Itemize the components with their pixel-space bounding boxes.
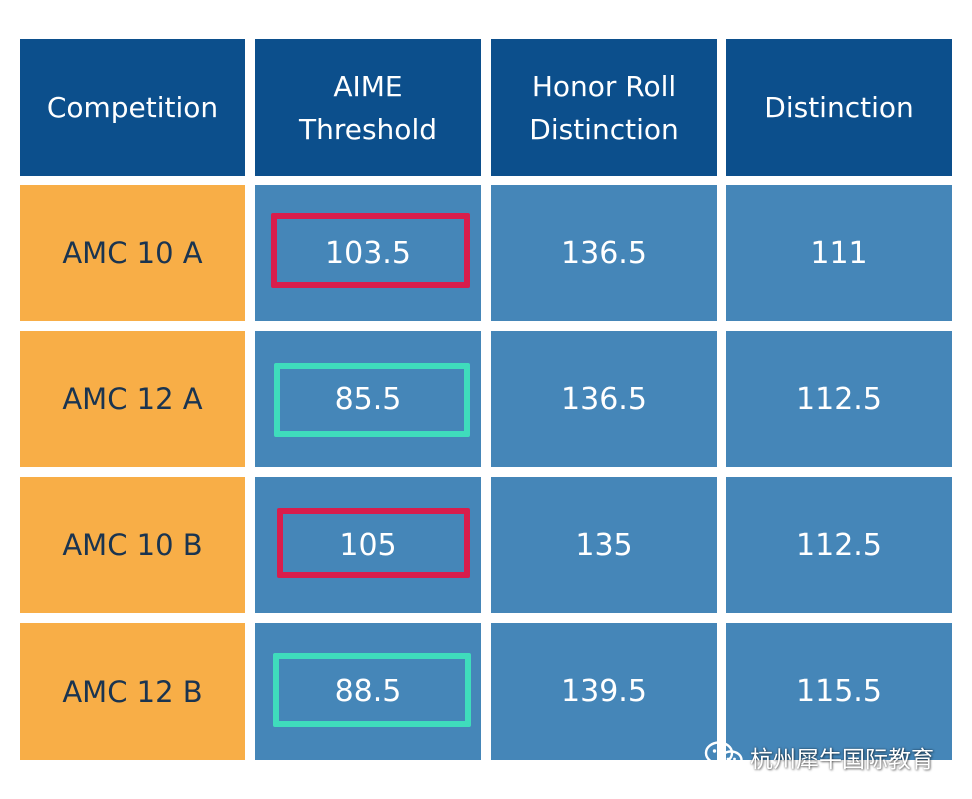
row-4-competition: AMC 12 B <box>20 623 245 760</box>
row-3-honor-roll: 135 <box>491 477 717 613</box>
header-distinction: Distinction <box>726 39 952 176</box>
watermark-text: 杭州犀牛国际教育 <box>750 747 934 773</box>
header-competition-label: Competition <box>46 91 219 124</box>
row-2-distinction: 112.5 <box>726 331 952 467</box>
row-1-competition: AMC 10 A <box>20 185 245 321</box>
header-honor-roll-label: Honor Roll Distinction <box>529 69 679 146</box>
wechat-icon <box>704 741 743 774</box>
watermark: 杭州犀牛国际教育 <box>704 737 966 777</box>
highlight-box-red <box>271 213 470 288</box>
row-3-aime: 105 <box>255 477 481 613</box>
row-1-distinction: 111 <box>726 185 952 321</box>
row-2-aime: 85.5 <box>255 331 481 467</box>
row-3-distinction: 112.5 <box>726 477 952 613</box>
header-aime-threshold-label: AIME Threshold <box>299 69 437 146</box>
row-3-competition: AMC 10 B <box>20 477 245 613</box>
row-4-aime: 88.5 <box>255 623 481 760</box>
header-honor-roll: Honor Roll Distinction <box>491 39 717 176</box>
highlight-box-red <box>277 508 470 578</box>
row-4-honor-roll: 139.5 <box>491 623 717 760</box>
row-2-competition: AMC 12 A <box>20 331 245 467</box>
row-1-aime: 103.5 <box>255 185 481 321</box>
row-1-honor-roll: 136.5 <box>491 185 717 321</box>
row-4-distinction: 115.5 <box>726 623 952 760</box>
header-aime-threshold: AIME Threshold <box>255 39 481 176</box>
highlight-box-teal <box>274 363 470 437</box>
row-2-honor-roll: 136.5 <box>491 331 717 467</box>
highlight-box-teal <box>273 653 471 727</box>
header-competition: Competition <box>20 39 245 176</box>
header-distinction-label: Distinction <box>764 91 914 124</box>
